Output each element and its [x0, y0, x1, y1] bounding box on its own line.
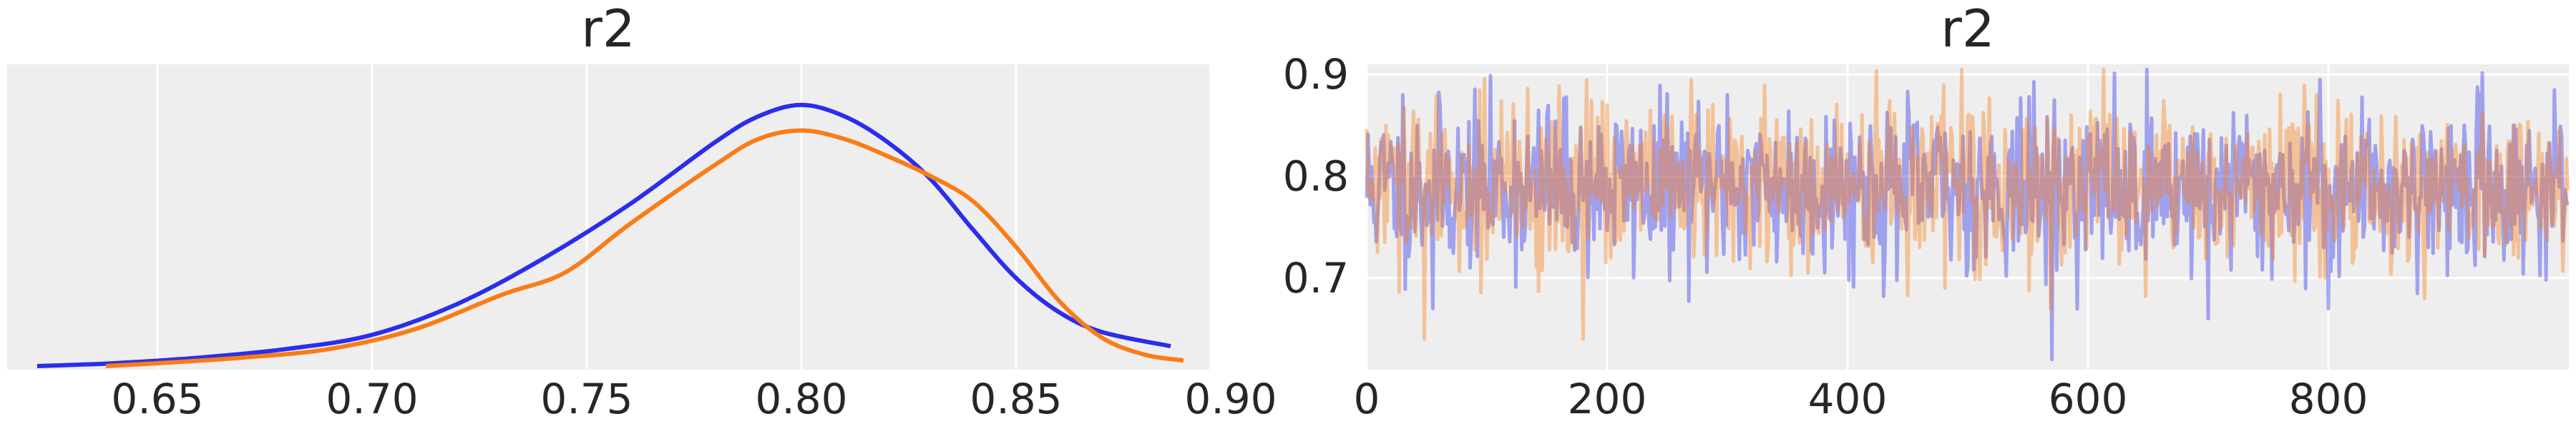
- trace-title: r2: [1941, 0, 1994, 59]
- trace-panel: r2 0 200 400 600 800 0.7 0.8 0.9: [1283, 0, 2570, 423]
- density-gridlines: [156, 64, 1232, 370]
- trace-line-chain-1: [1365, 67, 2570, 341]
- density-title: r2: [581, 0, 635, 59]
- density-curve-chain-0: [36, 102, 1171, 368]
- trace-gridlines: [1365, 64, 2569, 370]
- density-curve-chain-1: [105, 128, 1184, 368]
- trace-y-tick-label: 0.8: [1283, 152, 1349, 201]
- density-x-tick-label: 0.65: [111, 375, 203, 423]
- trace-plot-area: [1367, 64, 2569, 370]
- trace-x-tick-labels: 0 200 400 600 800: [1354, 375, 2368, 423]
- density-x-tick-label: 0.75: [540, 375, 633, 423]
- density-x-tick-label: 0.80: [755, 375, 847, 423]
- trace-y-tick-label: 0.9: [1283, 50, 1349, 99]
- trace-line-chain-0: [1365, 67, 2570, 362]
- density-x-tick-label: 0.70: [326, 375, 418, 423]
- density-x-tick-label: 0.90: [1184, 375, 1277, 423]
- trace-lines: [1365, 67, 2570, 362]
- density-x-tick-label: 0.85: [970, 375, 1062, 423]
- density-curves: [36, 102, 1184, 368]
- trace-x-tick-label: 400: [1808, 375, 1888, 423]
- trace-x-tick-label: 0: [1354, 375, 1380, 423]
- trace-x-tick-label: 200: [1568, 375, 1647, 423]
- trace-x-tick-label: 600: [2049, 375, 2128, 423]
- density-panel: r2 0.65 0.70 0.75 0.80 0.85 0.90: [7, 0, 1277, 423]
- trace-y-tick-labels: 0.7 0.8 0.9: [1283, 50, 1349, 302]
- density-x-tick-labels: 0.65 0.70 0.75 0.80 0.85 0.90: [111, 375, 1277, 423]
- trace-x-tick-label: 800: [2289, 375, 2368, 423]
- trace-y-tick-label: 0.7: [1283, 254, 1349, 302]
